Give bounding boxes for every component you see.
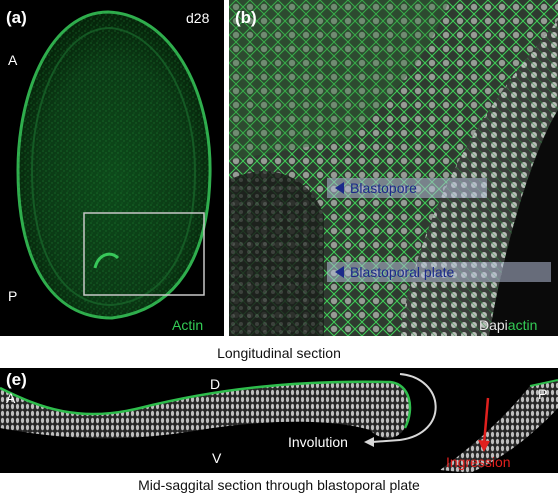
panel-e: (e) A D V Involution P Ingression <box>0 368 558 473</box>
actin-stain-label-b: actin <box>507 317 538 333</box>
panel-a-label: (a) <box>6 8 27 27</box>
ventral-label: V <box>212 450 222 466</box>
anterior-label: A <box>8 52 18 68</box>
zoom-region-box <box>83 212 205 296</box>
panel-a: (a) d28 A P Actin <box>0 0 224 336</box>
panel-a-micrograph <box>0 0 224 336</box>
panel-e-label: (e) <box>6 370 27 389</box>
dapi-actin-stain-label: Dapiactin <box>479 317 537 333</box>
blastoporal-plate-annotation: Blastoporal plate <box>327 262 551 282</box>
caption-top: Longitudinal section <box>217 345 341 361</box>
blastoporal-plate-label: Blastoporal plate <box>350 264 455 280</box>
panel-b: (b) Blastopore Blastoporal plate Dapiact… <box>229 0 558 336</box>
posterior-label: P <box>8 288 18 304</box>
blastoporal-plate-arrowhead-icon <box>335 266 344 278</box>
ingression-label: Ingression <box>446 454 511 470</box>
panel-b-micrograph <box>229 0 558 336</box>
blastopore-arrowhead-icon <box>335 182 344 194</box>
anterior-label-e: A <box>6 390 16 406</box>
posterior-label-e: P <box>538 386 548 402</box>
caption-bottom: Mid-saggital section through blastoporal… <box>138 477 420 493</box>
dorsal-label: D <box>210 376 221 392</box>
timepoint-label: d28 <box>186 10 210 26</box>
involution-label: Involution <box>288 434 348 450</box>
panel-b-label: (b) <box>235 8 257 27</box>
involution-arrowhead <box>364 437 374 447</box>
panel-e-micrograph <box>0 368 558 473</box>
blastopore-label: Blastopore <box>350 180 417 196</box>
dapi-stain-label: Dapi <box>479 317 508 333</box>
ingression-arrowhead <box>478 440 490 452</box>
actin-stain-label: Actin <box>172 317 204 333</box>
blastopore-annotation: Blastopore <box>327 178 487 198</box>
